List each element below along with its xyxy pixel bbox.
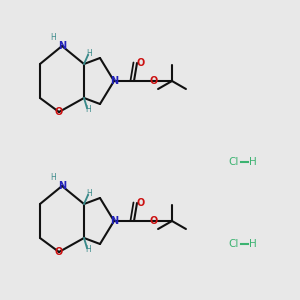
Text: N: N xyxy=(58,181,66,191)
Text: N: N xyxy=(58,41,66,51)
Text: H: H xyxy=(85,245,91,254)
Text: O: O xyxy=(150,76,158,86)
Text: Cl: Cl xyxy=(228,239,238,249)
Text: O: O xyxy=(137,58,145,68)
Text: N: N xyxy=(110,76,118,86)
Text: Cl: Cl xyxy=(228,157,238,167)
Text: H: H xyxy=(249,157,257,167)
Text: O: O xyxy=(55,107,63,117)
Text: N: N xyxy=(110,216,118,226)
Text: H: H xyxy=(85,106,91,115)
Text: O: O xyxy=(150,216,158,226)
Text: H: H xyxy=(86,49,92,58)
Text: H: H xyxy=(249,239,257,249)
Text: H: H xyxy=(50,32,56,41)
Text: H: H xyxy=(50,172,56,182)
Text: O: O xyxy=(137,198,145,208)
Text: H: H xyxy=(86,188,92,197)
Text: O: O xyxy=(55,247,63,257)
